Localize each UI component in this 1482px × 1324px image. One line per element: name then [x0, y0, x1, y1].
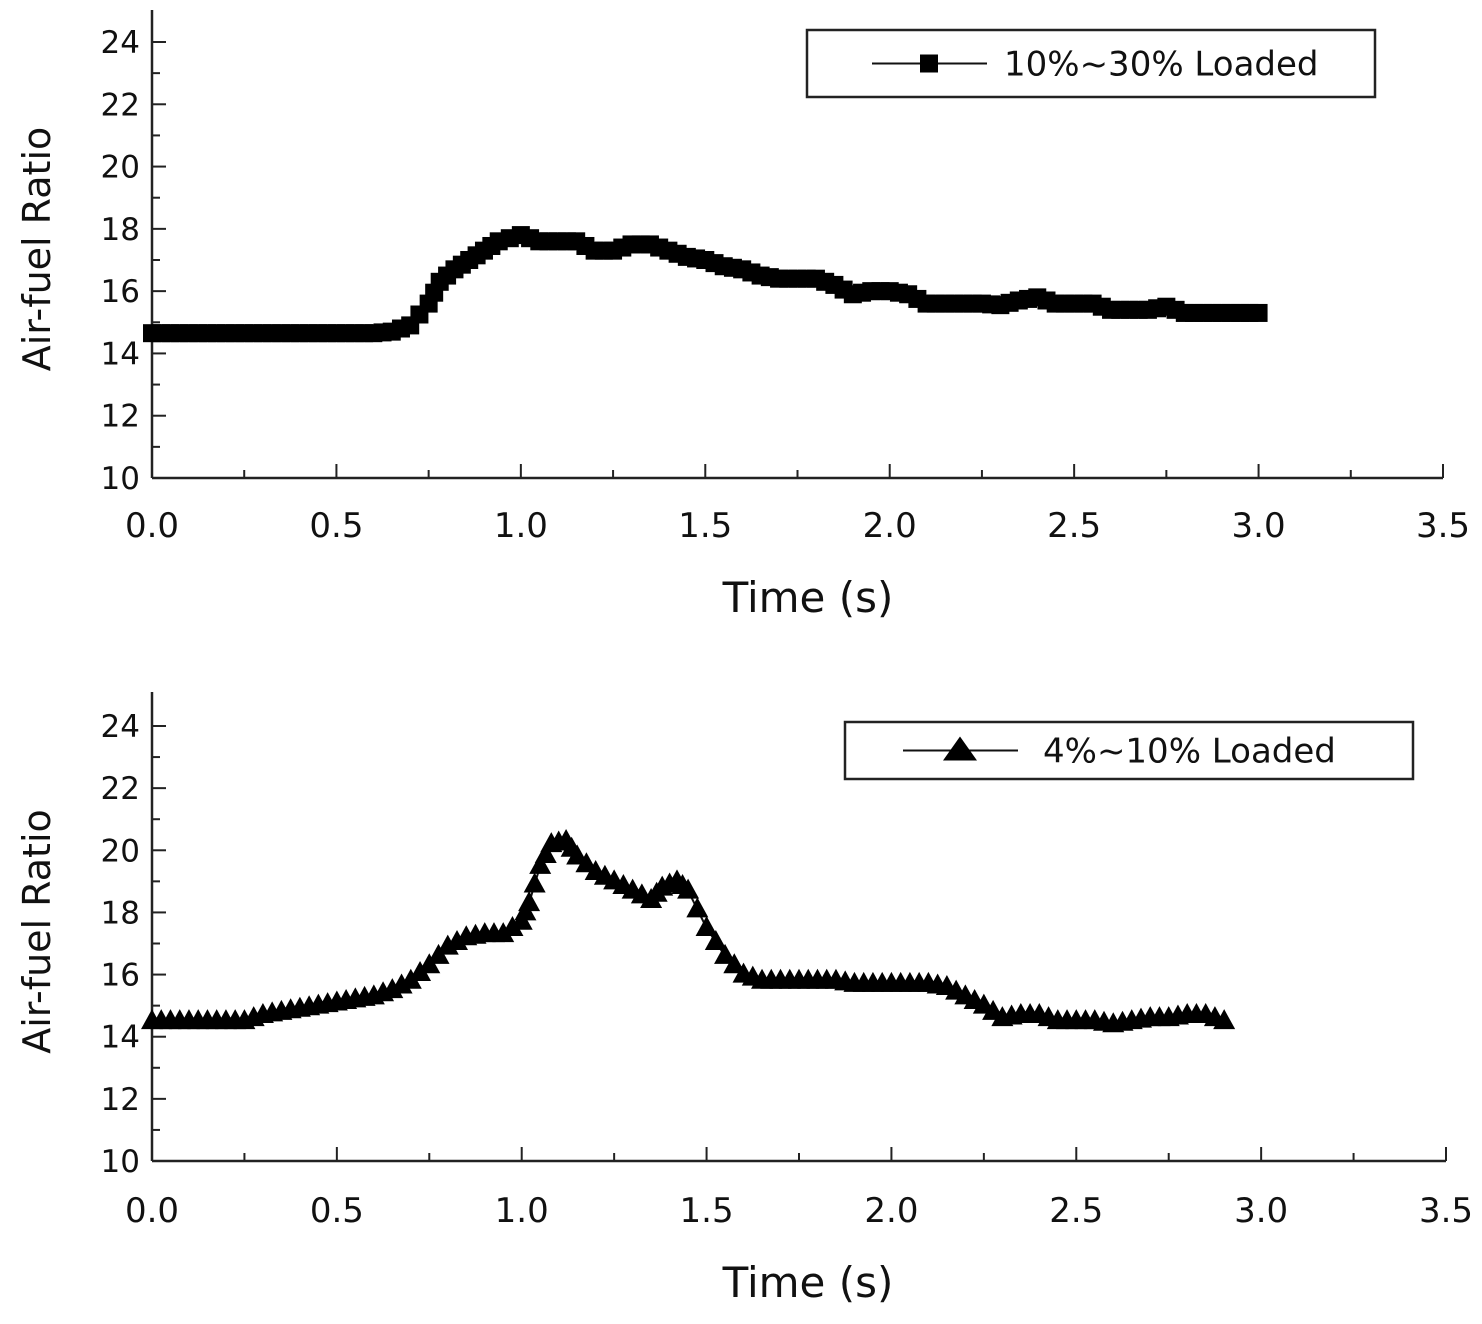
y-tick-label: 14 [101, 1020, 140, 1056]
x-axis-title: Time (s) [722, 1258, 894, 1307]
data-point-triangle [523, 872, 546, 893]
series-line [152, 839, 1225, 1026]
x-tick-label: 2.0 [863, 506, 917, 546]
y-tick-label: 18 [101, 212, 140, 248]
x-tick-label: 0.0 [125, 506, 179, 546]
y-tick-label: 16 [101, 274, 140, 310]
series-line [152, 234, 1259, 335]
y-tick-label: 22 [101, 771, 140, 807]
y-tick-label: 10 [101, 1144, 140, 1180]
chart-1: 0.0 0.5 1.0 1.5 2.0 2.5 3.0 3.5 10 12 14 16 18 20 22 24… [15, 10, 1470, 622]
data-point-triangle [529, 853, 552, 874]
data-point-triangle [695, 915, 718, 936]
x-tick-label: 2.5 [1047, 506, 1101, 546]
y-tick-label: 20 [101, 833, 140, 869]
legend-label: 4%~10% Loaded [1043, 732, 1336, 772]
x-tick-label: 1.0 [494, 506, 548, 546]
y-tick-label: 16 [101, 958, 140, 994]
x-tick-label: 3.0 [1232, 506, 1286, 546]
x-tick-label: 1.0 [495, 1191, 549, 1231]
data-point-triangle [1213, 1009, 1236, 1030]
data-point-triangle [704, 929, 727, 950]
x-tick-label: 3.5 [1419, 1191, 1473, 1231]
y-axis-title: Air-fuel Ratio [15, 127, 59, 372]
y-tick-label: 18 [101, 895, 140, 931]
data-point-triangle [518, 891, 541, 912]
x-tick-label: 0.0 [125, 1191, 179, 1231]
y-tick-label: 10 [101, 461, 140, 497]
x-tick-label: 1.5 [680, 1191, 734, 1231]
legend-square-marker [920, 54, 938, 73]
y-tick-label: 24 [101, 25, 140, 61]
y-tick-label: 22 [101, 87, 140, 123]
data-point-triangle [714, 943, 737, 964]
x-tick-label: 2.0 [864, 1191, 918, 1231]
y-axis-title: Air-fuel Ratio [15, 809, 59, 1054]
data-point-triangle [534, 842, 557, 863]
data-point-triangle [677, 878, 700, 899]
x-tick-label: 1.5 [678, 506, 732, 546]
data-point-triangle [686, 897, 709, 918]
data-point-triangle [492, 922, 515, 943]
y-tick-label: 12 [101, 1082, 140, 1118]
legend-label: 10%~30% Loaded [1004, 45, 1319, 85]
legend-triangle-marker [943, 736, 977, 761]
data-point-square [1249, 303, 1268, 322]
chart-2: 0.0 0.5 1.0 1.5 2.0 2.5 3.0 3.5 10 12 14 16 18 20 22 24… [15, 692, 1473, 1307]
y-tick-label: 12 [101, 399, 140, 435]
data-point-triangle [723, 953, 746, 974]
x-axis-title: Time (s) [722, 573, 894, 622]
x-tick-label: 3.0 [1234, 1191, 1288, 1231]
y-tick-label: 24 [101, 709, 140, 745]
y-tick-label: 20 [101, 150, 140, 186]
x-tick-label: 0.5 [309, 506, 363, 546]
x-tick-label: 3.5 [1416, 506, 1470, 546]
x-tick-label: 0.5 [310, 1191, 364, 1231]
x-tick-label: 2.5 [1049, 1191, 1103, 1231]
y-tick-label: 14 [101, 336, 140, 372]
data-point-triangle [501, 915, 524, 936]
